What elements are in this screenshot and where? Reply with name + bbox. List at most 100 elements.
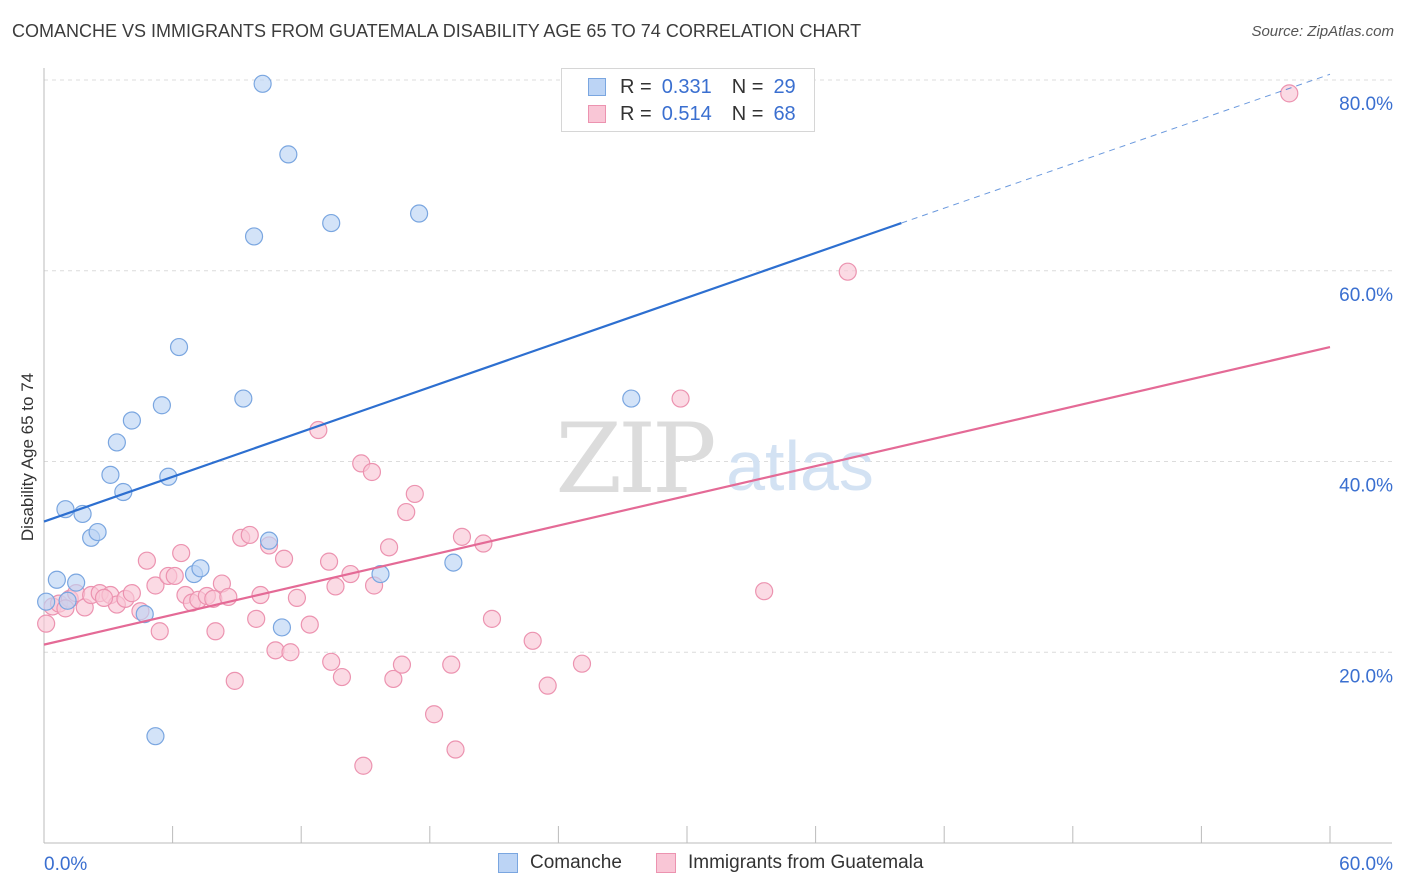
guatemala-point (240, 525, 259, 545)
guatemala-point (37, 614, 56, 633)
guatemala-point (274, 549, 294, 568)
guatemala-point (523, 631, 542, 650)
watermark-zip: ZIP (555, 403, 714, 515)
guatemala-point (287, 588, 307, 607)
guatemala-point (362, 462, 382, 482)
guatemala-point (300, 615, 319, 634)
guatemala-trend-line (43, 345, 1331, 646)
guatemala-point (281, 643, 300, 662)
comanche-point (272, 618, 292, 637)
guatemala-point (172, 543, 191, 563)
correlation-legend: R = 0.331 N = 29 R = 0.514 N = 68 (561, 68, 815, 132)
source-credit: Source: ZipAtlas.com (1251, 23, 1394, 40)
comanche-point (279, 145, 298, 164)
guatemala-point (384, 669, 403, 689)
legend-r-value: 0.331 (661, 75, 712, 98)
guatemala-point (165, 566, 184, 586)
guatemala-point (482, 609, 502, 628)
guatemala-point (150, 622, 169, 641)
series-legend-guatemala: Immigrants from Guatemala (656, 852, 923, 874)
guatemala-point (1280, 84, 1299, 103)
chart-title: COMANCHE VS IMMIGRANTS FROM GUATEMALA DI… (12, 21, 862, 41)
trend-lines (43, 73, 1331, 646)
legend-row-guatemala: R = 0.514 N = 68 (588, 102, 796, 126)
guatemala-point (442, 655, 461, 674)
series-swatch-guatemala (656, 853, 676, 873)
legend-n-label: N = (731, 102, 764, 125)
guatemala-point (94, 588, 114, 607)
comanche-trend-extension (901, 73, 1331, 224)
guatemala-point (405, 484, 424, 504)
guatemala-point (247, 609, 266, 628)
x-tick-label: 0.0% (44, 854, 87, 875)
guatemala-point (319, 552, 339, 571)
guatemala-point (122, 584, 141, 603)
comanche-point (169, 337, 189, 357)
comanche-point (234, 389, 253, 408)
legend-r-label: R = (620, 75, 652, 98)
series-swatch-comanche (498, 853, 518, 873)
y-axis-label: Disability Age 65 to 74 (18, 372, 37, 542)
guatemala-point (225, 671, 244, 690)
comanche-point (37, 592, 56, 611)
legend-n-label: N = (731, 75, 764, 98)
guatemala-point (322, 652, 341, 671)
guatemala-point (755, 582, 774, 601)
guatemala-point (146, 576, 165, 595)
y-tick-label: 20.0% (1339, 666, 1393, 687)
comanche-point (146, 727, 165, 746)
guatemala-point (354, 756, 373, 775)
guatemala-point (446, 740, 465, 759)
y-tick-label: 60.0% (1339, 285, 1393, 306)
series-legend: Comanche Immigrants from Guatemala (0, 852, 1406, 878)
guatemala-point (424, 705, 444, 724)
legend-swatch-guatemala (588, 105, 606, 123)
series-legend-label: Immigrants from Guatemala (688, 852, 924, 873)
guatemala-point (538, 676, 557, 695)
guatemala-point (671, 389, 690, 408)
y-tick-label: 80.0% (1339, 94, 1393, 115)
comanche-point (152, 396, 171, 415)
comanche-point (58, 591, 77, 610)
guatemala-point (392, 655, 412, 674)
legend-swatch-comanche (588, 78, 606, 96)
comanche-point (322, 213, 341, 233)
comanche-point (622, 389, 641, 408)
comanche-point (101, 465, 120, 484)
series-legend-comanche: Comanche (498, 852, 622, 874)
watermark-atlas: atlas (726, 427, 874, 505)
guatemala-point (379, 538, 399, 557)
x-tick-label: 60.0% (1339, 854, 1393, 875)
guatemala-point (452, 527, 472, 546)
legend-r-label: R = (620, 102, 652, 125)
comanche-point (191, 559, 210, 578)
comanche-point (67, 573, 86, 592)
tick-labels: 20.0% 40.0% 60.0% 80.0% 0.0% 60.0% (44, 94, 1393, 875)
comanche-point (244, 227, 264, 246)
comanche-point (409, 204, 429, 223)
comanche-trend-line (43, 222, 902, 523)
comanche-point (107, 433, 126, 452)
comanche-point (47, 570, 66, 589)
guatemala-point (572, 654, 592, 673)
legend-n-value: 29 (773, 75, 796, 98)
comanche-point (159, 467, 178, 486)
comanche-point (122, 411, 141, 430)
guatemala-point (397, 502, 416, 522)
comanche-point (135, 604, 154, 624)
comanche-point (371, 564, 390, 584)
comanche-point (444, 553, 463, 572)
guatemala-point (838, 262, 857, 281)
comanche-point (253, 74, 272, 93)
watermark: ZIP atlas (555, 403, 874, 515)
legend-row-comanche: R = 0.331 N = 29 (588, 75, 796, 99)
guatemala-point (206, 622, 225, 641)
gridlines (44, 79, 1392, 653)
series-legend-label: Comanche (530, 852, 622, 873)
axes (43, 68, 1392, 844)
series-guatemala (37, 84, 1299, 775)
guatemala-point (332, 667, 352, 687)
guatemala-point (137, 551, 156, 570)
guatemala-point (266, 641, 285, 660)
